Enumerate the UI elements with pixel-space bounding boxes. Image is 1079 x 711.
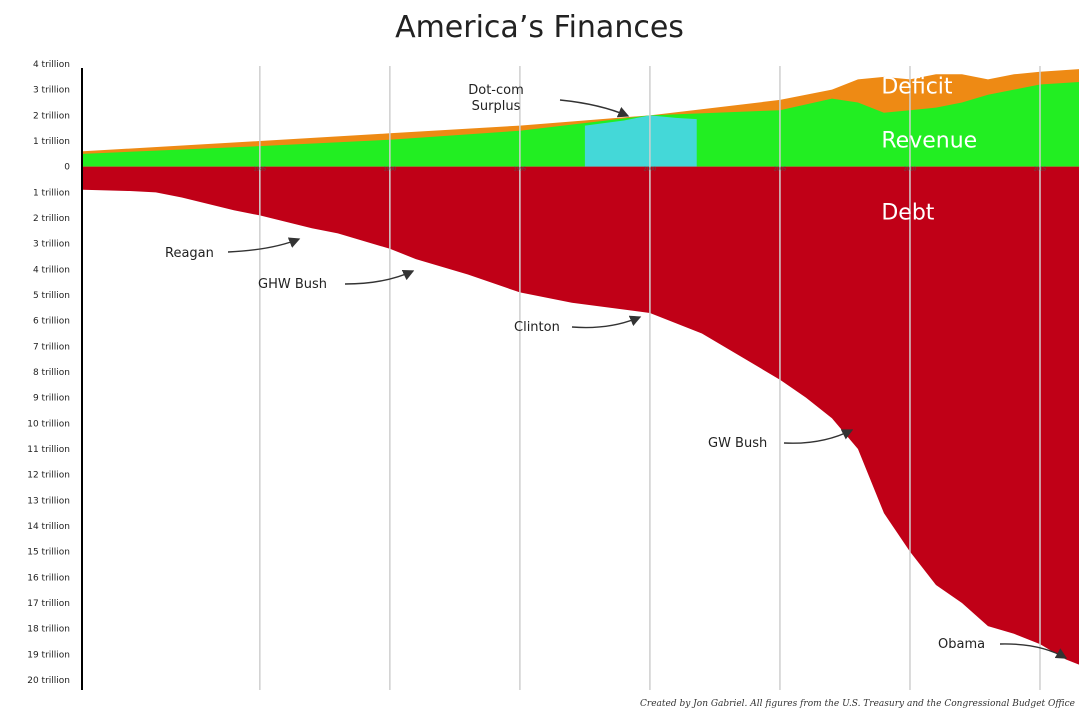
reagan-annotation-arrow: [227, 237, 301, 253]
y-tick-label: 14 trillion: [27, 522, 70, 532]
y-tick-label: 2 trillion: [33, 214, 70, 224]
y-tick-label: 18 trillion: [27, 625, 70, 635]
x-tick-label: 1995: [514, 167, 527, 173]
y-tick-label: 20 trillion: [27, 676, 70, 686]
x-tick-label: 2000: [644, 167, 657, 173]
dotcom-annotation-arrow: [559, 99, 630, 118]
dotcom-annotation-text: Surplus: [472, 99, 521, 114]
ghw-bush-annotation-text: GHW Bush: [258, 277, 327, 292]
grid-layer: 1985 1990 1995 2000 2005 2010 2015: [253, 66, 1046, 690]
y-tick-label: 15 trillion: [27, 548, 70, 558]
reagan-annotation-text: Reagan: [165, 246, 214, 261]
chart-title: America’s Finances: [395, 10, 684, 45]
y-tick-label: 4 trillion: [33, 265, 70, 275]
y-tick-label: 11 trillion: [27, 445, 70, 455]
deficit-label: Deficit: [881, 75, 953, 100]
x-tick-label: 2015: [1034, 167, 1047, 173]
debt-area: [83, 166, 1079, 665]
y-tick-label: 16 trillion: [27, 573, 70, 583]
y-tick-label: 9 trillion: [33, 394, 70, 404]
obama-annotation-arrow: [999, 643, 1068, 659]
obama-annotation-text: Obama: [938, 637, 985, 652]
y-tick-label: 0: [64, 163, 70, 173]
y-tick-label: 17 trillion: [27, 599, 70, 609]
y-tick-label: 13 trillion: [27, 496, 70, 506]
dot-com-surplus-area: [584, 115, 697, 167]
y-tick-label: 1 trillion: [33, 188, 70, 198]
x-tick-label: 1990: [383, 167, 396, 173]
axis-layer: 4 trillion 3 trillion 2 trillion 1 trillion…: [27, 60, 83, 690]
y-tick-label: 10 trillion: [27, 419, 70, 429]
area-layer: [83, 69, 1079, 665]
x-tick-label: 2005: [774, 167, 787, 173]
y-tick-label: 3 trillion: [33, 86, 70, 96]
ghw-bush-annotation-arrow: [344, 270, 415, 285]
revenue-label: Revenue: [881, 128, 977, 153]
dotcom-annotation-text: Dot-com: [468, 83, 524, 98]
gw-bush-annotation-arrow: [783, 429, 854, 444]
y-tick-label: 4 trillion: [33, 60, 70, 70]
y-tick-label: 5 trillion: [33, 291, 70, 301]
y-tick-label: 6 trillion: [33, 317, 70, 327]
x-tick-label: 1985: [253, 167, 266, 173]
clinton-annotation-arrow: [571, 315, 642, 329]
chart-credit: Created by Jon Gabriel. All figures from…: [640, 699, 1075, 709]
y-tick-label: 19 trillion: [27, 650, 70, 660]
clinton-annotation-text: Clinton: [514, 320, 560, 335]
revenue-area: [83, 81, 1079, 167]
y-tick-label: 12 trillion: [27, 471, 70, 481]
y-tick-label: 2 trillion: [33, 111, 70, 121]
gw-bush-annotation-text: GW Bush: [708, 436, 767, 451]
x-tick-label: 2010: [904, 167, 917, 173]
y-tick-label: 8 trillion: [33, 368, 70, 378]
y-tick-label: 1 trillion: [33, 137, 70, 147]
y-tick-label: 3 trillion: [33, 240, 70, 250]
debt-label: Debt: [881, 200, 934, 225]
y-tick-label: 7 trillion: [33, 342, 70, 352]
